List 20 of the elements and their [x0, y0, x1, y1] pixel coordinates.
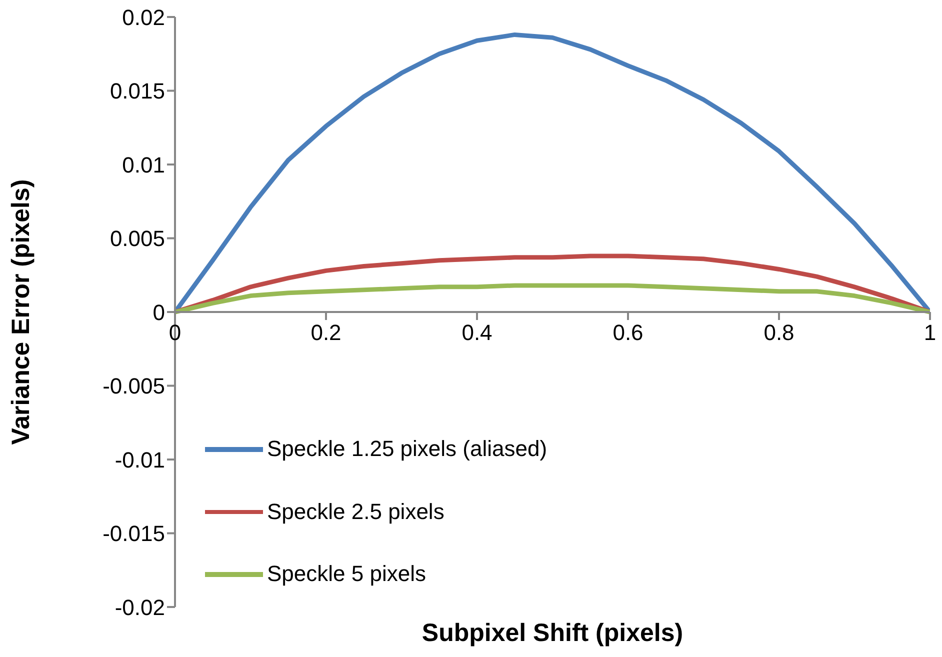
y-tick-label: 0.01: [122, 152, 165, 178]
y-tick-label: -0.02: [114, 594, 165, 620]
legend-label: Speckle 5 pixels: [267, 561, 426, 588]
y-tick-label: -0.005: [102, 374, 165, 399]
x-tick-label: 0.6: [612, 320, 644, 345]
y-tick-label: 0.005: [110, 226, 165, 252]
y-tick-label: -0.015: [102, 521, 165, 546]
x-tick-label: 0.8: [764, 320, 794, 345]
x-tick-label: 0.2: [310, 320, 342, 345]
x-tick-label: 0.4: [462, 320, 492, 345]
y-tick-label: 0.015: [110, 78, 165, 104]
y-tick-label: 0.02: [122, 4, 165, 30]
x-tick-label: 1: [924, 320, 936, 345]
legend-label: Speckle 1.25 pixels (aliased): [267, 436, 548, 462]
y-tick-label: 0: [152, 300, 165, 325]
y-tick-label: -0.01: [114, 447, 165, 472]
legend-label: Speckle 2.5 pixels: [267, 498, 444, 525]
x-axis-title: Subpixel Shift (pixels): [420, 619, 684, 648]
x-tick-label: 0: [168, 320, 182, 345]
y-axis-title: Variance Error (pixels): [6, 179, 35, 445]
